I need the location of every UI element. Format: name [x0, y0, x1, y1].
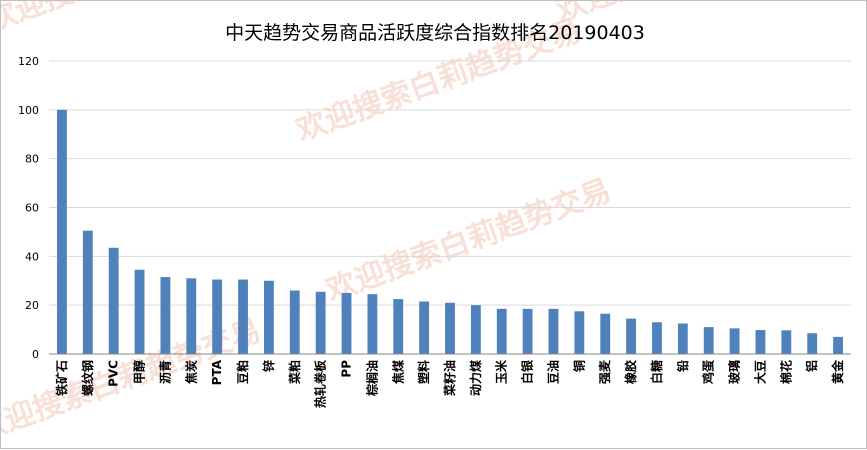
- bars: [57, 109, 843, 354]
- bar-9: [263, 280, 274, 354]
- bar-5: [160, 277, 171, 354]
- x-tick-label: 动力煤: [468, 360, 483, 396]
- x-tick-label: 白银: [520, 359, 535, 384]
- bar-29: [781, 330, 792, 354]
- x-tick-label: 焦炭: [183, 360, 198, 385]
- x-tick-label: 焦煤: [390, 360, 405, 385]
- bar-8: [238, 279, 248, 354]
- y-tick-label: 20: [25, 299, 39, 312]
- x-tick-label: 锌: [261, 360, 276, 372]
- x-tick-label: 螺纹钢: [80, 360, 95, 396]
- bar-21: [574, 311, 585, 354]
- y-tick-label: 100: [18, 104, 39, 117]
- bar-15: [419, 301, 430, 354]
- bar-6: [186, 278, 197, 354]
- watermark-text: 欢迎搜索白莉趋势交易: [321, 173, 616, 309]
- bar-28: [755, 330, 766, 354]
- bar-13: [367, 294, 378, 354]
- x-tick-label: 黄金: [830, 359, 845, 384]
- bar-17: [470, 305, 481, 354]
- bar-19: [522, 308, 533, 354]
- bar-26: [703, 327, 714, 354]
- bar-23: [626, 318, 637, 354]
- bar-30: [807, 333, 818, 354]
- x-tick-label: 橡胶: [623, 360, 638, 384]
- bar-31: [833, 336, 843, 354]
- bar-10: [289, 290, 300, 354]
- y-tick-label: 0: [32, 348, 39, 361]
- x-tick-label: 大豆: [752, 360, 767, 384]
- y-tick-label: 120: [18, 55, 39, 68]
- bar-4: [134, 269, 145, 354]
- x-tick-label: 鸡蛋: [701, 360, 716, 385]
- x-tick-label: PVC: [107, 360, 121, 387]
- x-tick-label: 玉米: [494, 359, 509, 384]
- bar-12: [341, 292, 352, 354]
- bar-3: [108, 247, 119, 354]
- bar-20: [548, 308, 559, 354]
- x-tick-label: 菜籽油: [442, 360, 457, 397]
- bar-24: [652, 322, 662, 354]
- bar-1: [57, 109, 67, 354]
- x-tick-label: 棕榈油: [364, 360, 379, 397]
- x-tick-label: 铝: [804, 360, 819, 372]
- bar-18: [496, 308, 507, 354]
- bar-25: [677, 323, 688, 354]
- chart-title: 中天趋势交易商品活跃度综合指数排名20190403: [225, 22, 645, 44]
- x-tick-label: 菜粕: [287, 360, 302, 385]
- bar-7: [212, 279, 223, 354]
- x-tick-label: 铜: [571, 360, 586, 372]
- bar-11: [315, 291, 326, 354]
- x-tick-label: 热轧卷板: [313, 359, 328, 408]
- gridlines: [49, 60, 851, 306]
- x-tick-label: PP: [340, 360, 354, 378]
- x-tick-label: 豆粕: [235, 360, 250, 384]
- bar-2: [82, 230, 93, 354]
- bar-14: [393, 299, 404, 354]
- x-tick-label: 强麦: [597, 359, 612, 384]
- x-tick-label: 玻璃: [727, 360, 742, 384]
- x-tick-label: 甲醇: [132, 360, 147, 384]
- y-tick-label: 60: [25, 202, 39, 215]
- x-tick-label: 塑料: [416, 360, 431, 384]
- bar-16: [445, 302, 455, 354]
- x-tick-label: 铅: [675, 360, 690, 373]
- x-tick-label: 豆油: [545, 360, 560, 384]
- y-tick-label: 80: [25, 153, 39, 166]
- x-tick-label: 棉花: [778, 360, 793, 384]
- y-axis-ticks: 0 20 40 60 80 100 120: [18, 55, 39, 361]
- x-tick-label: PTA: [210, 359, 224, 385]
- x-tick-label: 沥青: [157, 360, 172, 384]
- bar-22: [600, 313, 611, 354]
- x-axis-labels: 铁矿石 螺纹钢 PVC 甲醇 沥青 焦炭 PTA 豆粕锌菜粕 热轧卷板 PP 棕榈油 焦煤 塑料 菜籽油动…: [54, 359, 845, 408]
- x-tick-label: 白糖: [649, 360, 664, 384]
- y-tick-label: 40: [25, 250, 39, 263]
- bar-27: [729, 328, 740, 354]
- x-tick-label: 铁矿石: [54, 360, 69, 396]
